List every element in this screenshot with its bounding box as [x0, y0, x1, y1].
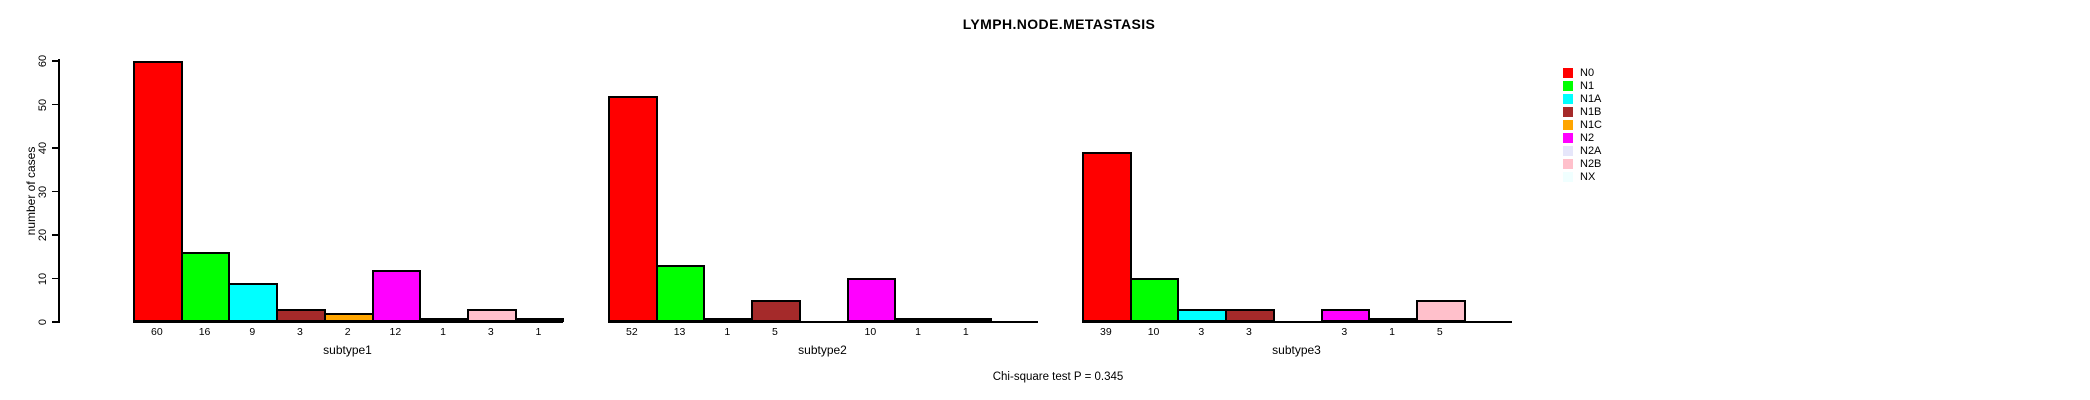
- bar-value-label: 52: [626, 326, 638, 338]
- y-axis-tick-label: 10: [37, 272, 49, 285]
- bar-value-label: 9: [249, 326, 256, 338]
- bar-N2A: [419, 318, 469, 322]
- y-axis-tick-label: 40: [37, 141, 49, 155]
- chi-square-annotation: Chi-square test P = 0.345: [992, 371, 1124, 383]
- bar-N1A: [228, 283, 278, 322]
- legend-swatch-NX: [1563, 171, 1573, 182]
- bar-value-label: 1: [1389, 326, 1395, 338]
- y-axis-tick: [52, 60, 58, 62]
- y-axis-title: number of cases: [24, 146, 38, 236]
- legend-label-N2A: N2A: [1580, 144, 1602, 157]
- legend-swatch-N2B: [1563, 158, 1573, 169]
- bar-value-label: 16: [198, 326, 211, 338]
- legend-swatch-N0: [1563, 67, 1573, 78]
- y-axis-tick: [52, 321, 58, 323]
- legend-swatch-N1C: [1563, 119, 1573, 130]
- legend-label-N1C: N1C: [1580, 118, 1603, 131]
- legend-swatch-N1B: [1563, 106, 1573, 117]
- bar-N1: [1130, 278, 1179, 322]
- bar-N1: [656, 265, 705, 322]
- bar-value-label: 1: [962, 326, 969, 338]
- bar-N2B: [942, 318, 992, 322]
- legend-swatch-N1A: [1563, 93, 1573, 104]
- x-axis-baseline: [1082, 321, 1512, 323]
- legend-label-NX: NX: [1580, 170, 1596, 183]
- bar-N1A: [1177, 309, 1227, 322]
- y-axis-tick-label: 20: [37, 228, 49, 242]
- bar-N1A: [703, 318, 753, 322]
- bar-N2: [372, 270, 421, 322]
- bar-N0: [1082, 152, 1132, 322]
- legend-label-N2B: N2B: [1580, 157, 1602, 170]
- y-axis-tick: [52, 190, 58, 193]
- bar-value-label: 1: [535, 326, 542, 338]
- bar-value-label: 1: [724, 326, 731, 338]
- y-axis-tick: [52, 277, 58, 280]
- legend-label-N1B: N1B: [1580, 105, 1602, 118]
- legend-label-N1: N1: [1580, 79, 1595, 92]
- chart-title: LYMPH.NODE.METASTASIS: [962, 16, 1156, 32]
- bar-N0: [133, 61, 183, 322]
- group-label-subtype2: subtype2: [798, 343, 847, 357]
- bar-value-label: 3: [487, 326, 494, 338]
- bar-N2: [847, 278, 896, 322]
- bar-N1B: [1225, 309, 1275, 322]
- legend-swatch-N2: [1563, 132, 1573, 143]
- bar-value-label: 3: [1341, 326, 1348, 338]
- group-label-subtype3: subtype3: [1272, 343, 1321, 357]
- y-axis-tick-label: 30: [37, 185, 49, 198]
- bar-value-label: 5: [1436, 326, 1443, 338]
- bar-value-label: 5: [772, 326, 778, 338]
- y-axis-tick-label: 60: [37, 54, 49, 68]
- bar-value-label: 60: [151, 326, 163, 338]
- legend-label-N1A: N1A: [1580, 92, 1602, 105]
- legend-swatch-N1: [1563, 80, 1573, 91]
- bar-value-label: 1: [915, 326, 921, 338]
- legend-swatch-N2A: [1563, 145, 1573, 156]
- x-axis-baseline: [133, 321, 563, 323]
- bar-value-label: 13: [673, 326, 686, 338]
- bar-N2B: [1416, 300, 1466, 322]
- y-axis-tick: [52, 234, 58, 236]
- bar-NX: [515, 318, 564, 322]
- y-axis-tick-label: 0: [37, 318, 49, 326]
- bar-value-label: 3: [297, 326, 303, 338]
- bar-N1B: [751, 300, 801, 322]
- legend-label-N2: N2: [1580, 131, 1595, 144]
- group-label-subtype1: subtype1: [323, 343, 372, 357]
- y-axis-tick: [52, 147, 58, 149]
- y-axis-tick-label: 50: [37, 98, 49, 111]
- bar-N1: [181, 252, 230, 322]
- bar-N2: [1321, 309, 1370, 322]
- bar-N2A: [1368, 318, 1418, 322]
- bar-value-label: 10: [864, 326, 877, 338]
- bar-N1B: [276, 309, 326, 322]
- bar-N2B: [467, 309, 517, 322]
- bar-value-label: 1: [440, 326, 446, 338]
- x-axis-baseline: [608, 321, 1038, 323]
- legend-label-N0: N0: [1580, 66, 1595, 79]
- bar-value-label: 10: [1147, 326, 1160, 338]
- y-axis-line: [58, 59, 60, 323]
- bar-value-label: 2: [344, 326, 351, 338]
- bar-value-label: 3: [1246, 326, 1252, 338]
- bar-value-label: 3: [1198, 326, 1205, 338]
- bar-value-label: 39: [1100, 326, 1112, 338]
- bar-N2A: [894, 318, 944, 322]
- bar-N0: [608, 96, 658, 322]
- y-axis-tick: [52, 103, 58, 106]
- bar-value-label: 12: [389, 326, 402, 338]
- bar-N1C: [324, 313, 374, 322]
